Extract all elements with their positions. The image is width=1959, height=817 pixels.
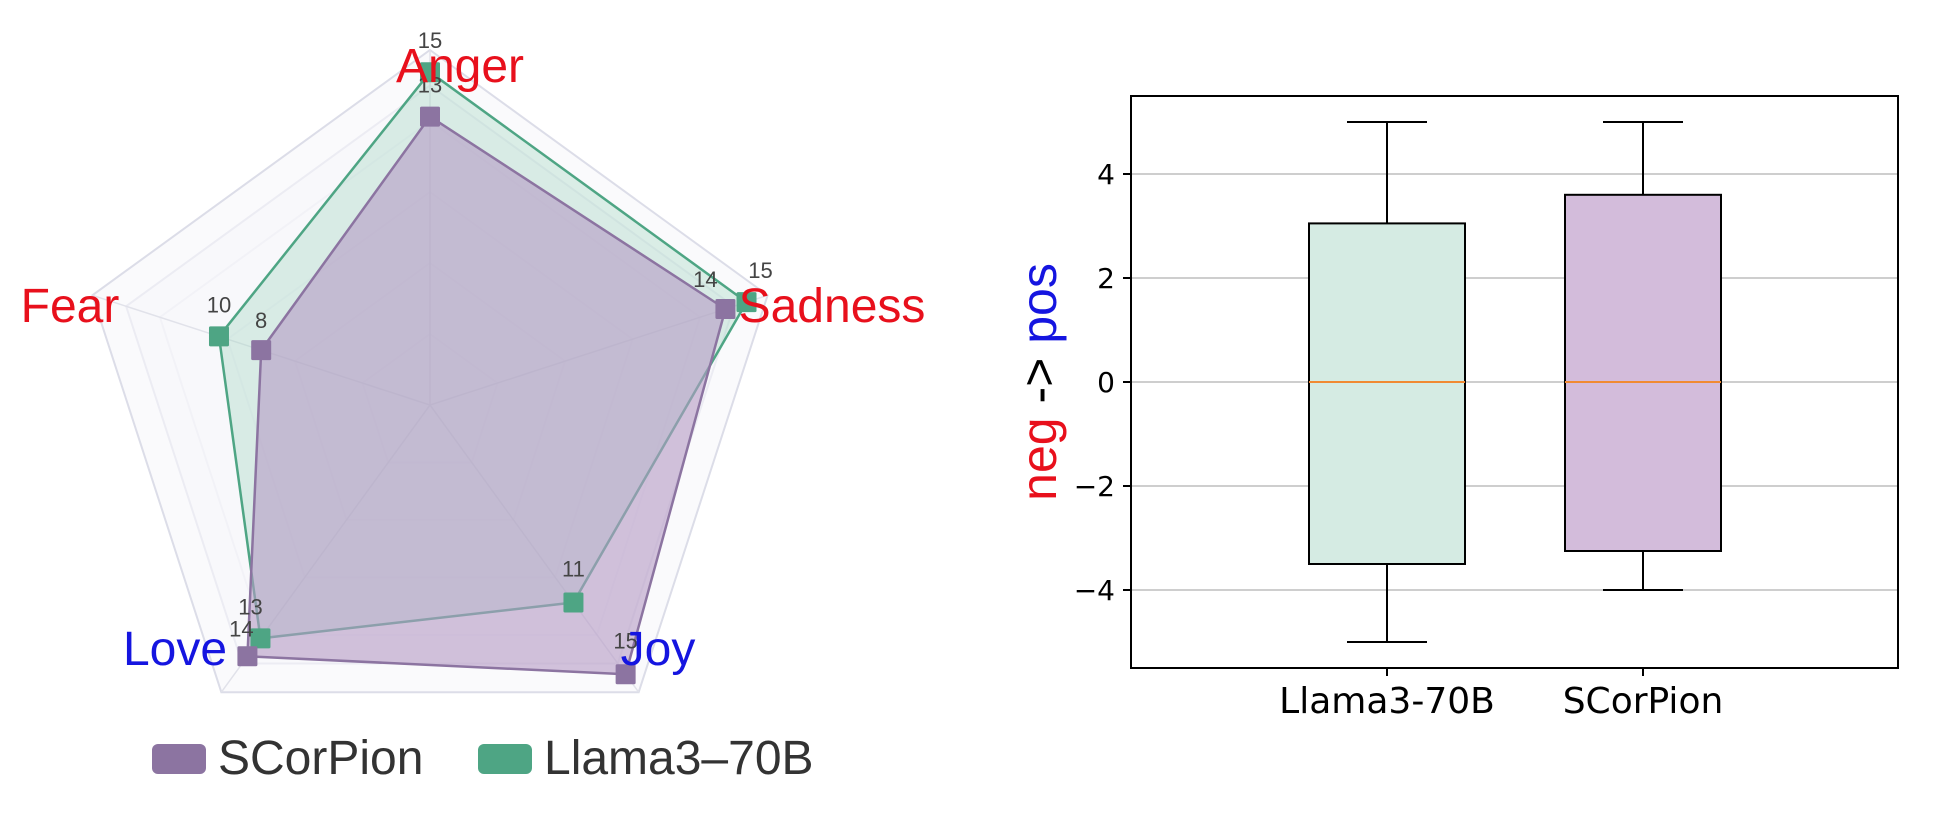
box-iqr — [1564, 193, 1722, 553]
radar-marker-llama3-70b — [208, 326, 229, 347]
radar-axis-label-love: Love — [123, 623, 227, 676]
radar-marker-scorpion — [715, 299, 736, 320]
y-axis-label-part: neg — [1011, 417, 1067, 500]
radar-marker-llama3-70b — [563, 592, 584, 613]
radar-legend: SCorPion Llama3‒70B — [152, 732, 814, 785]
radar-value-label: 15 — [418, 28, 442, 53]
y-tick-label: 2 — [1097, 262, 1115, 295]
y-axis-label: neg -> pos — [1011, 263, 1067, 501]
y-axis-label-part: pos — [1011, 263, 1067, 344]
radar-value-label: 10 — [207, 292, 231, 317]
radar-value-label: 13 — [238, 594, 262, 619]
radar-axis-label-anger: Anger — [396, 40, 524, 93]
y-axis-label-part: -> — [1011, 344, 1067, 418]
radar-value-label: 14 — [229, 616, 253, 641]
radar-marker-scorpion — [615, 664, 636, 685]
box-scorpion — [1564, 121, 1722, 591]
radar-value-label: 15 — [613, 628, 637, 653]
box-plot-chart: −4 −2 0 2 4 Llama3-70B SCorPion neg -> pos — [1011, 95, 1899, 722]
y-tick-label: −2 — [1074, 470, 1115, 503]
radar-marker-scorpion — [420, 106, 440, 127]
legend-entry-label: Llama3‒70B — [544, 732, 814, 785]
radar-axis-label-joy: Joy — [621, 623, 696, 676]
x-tick-label: Llama3-70B — [1279, 681, 1495, 722]
legend-swatch — [478, 744, 532, 774]
radar-chart: 1314151481515111310AngerSadnessJoyLoveFe… — [21, 28, 926, 785]
radar-value-label: 8 — [255, 308, 267, 333]
y-tick-label: 4 — [1097, 158, 1115, 191]
legend-entry-label: SCorPion — [218, 732, 423, 785]
y-tick-label: 0 — [1097, 366, 1115, 399]
box-llama3-70b — [1308, 121, 1466, 643]
y-tick-label: −4 — [1074, 574, 1115, 607]
radar-series-area-scorpion — [246, 115, 727, 676]
radar-axis-label-fear: Fear — [21, 280, 120, 333]
radar-marker-llama3-70b — [420, 62, 440, 83]
radar-axis-label-sadness: Sadness — [739, 280, 926, 333]
radar-marker-scorpion — [251, 340, 272, 361]
radar-value-label: 14 — [693, 267, 717, 292]
radar-marker-llama3-70b — [250, 628, 271, 649]
radar-value-label: 15 — [748, 258, 772, 283]
radar-value-label: 13 — [418, 73, 442, 98]
box-iqr — [1308, 222, 1466, 565]
radar-value-label: 11 — [562, 556, 585, 581]
legend-swatch — [152, 744, 206, 774]
radar-marker-llama3-70b — [736, 292, 757, 313]
x-tick-label: SCorPion — [1563, 681, 1724, 722]
radar-marker-scorpion — [237, 646, 258, 667]
